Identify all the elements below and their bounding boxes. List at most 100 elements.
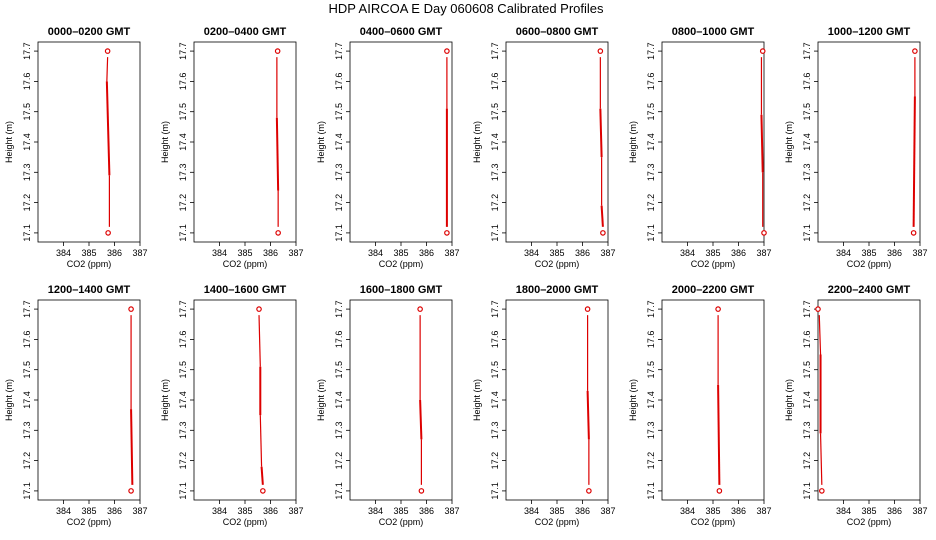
x-tick-label: 386 [575, 506, 590, 516]
profile-point [910, 230, 917, 236]
y-tick-label: 17.5 [490, 103, 500, 121]
profile-segment [258, 315, 261, 367]
y-tick-label: 17.5 [178, 361, 188, 379]
y-tick-label: 17.6 [802, 331, 812, 349]
y-tick-label: 17.5 [646, 361, 656, 379]
y-tick-label: 17.1 [802, 224, 812, 242]
y-tick-label: 17.7 [22, 300, 32, 318]
y-tick-label: 17.7 [490, 42, 500, 60]
x-axis-label: CO2 (ppm) [691, 259, 736, 269]
y-axis-label: Height (m) [160, 121, 170, 163]
x-tick-label: 387 [756, 248, 771, 258]
y-tick-label: 17.4 [490, 391, 500, 409]
y-tick-label: 17.5 [646, 103, 656, 121]
panel-title: 1000–1200 GMT [828, 26, 911, 38]
y-tick-label: 17.1 [334, 224, 344, 242]
x-tick-label: 387 [444, 248, 459, 258]
x-tick-label: 385 [81, 248, 96, 258]
profile-point [275, 230, 281, 236]
profile-segment [819, 433, 823, 485]
y-tick-label: 17.3 [22, 164, 32, 182]
profile-segment [259, 415, 263, 467]
y-tick-label: 17.7 [490, 300, 500, 318]
panel-7: 1200–1400 GMT 384 385 386 387 17.1 17.2 17.3 17.… [4, 284, 148, 527]
plot-frame [193, 41, 297, 243]
plot-frame [37, 299, 141, 501]
profile-point [444, 48, 450, 54]
x-tick-label: 387 [288, 506, 303, 516]
x-tick-label: 387 [600, 506, 615, 516]
profile-point [128, 488, 134, 494]
y-tick-label: 17.4 [802, 133, 812, 151]
profile-point [418, 488, 425, 494]
y-tick-label: 17.3 [802, 422, 812, 440]
panel-title: 0200–0400 GMT [204, 26, 287, 38]
profile-point [104, 48, 111, 54]
panel-4: 0600–0800 GMT 384 385 386 387 17.1 17.2 17.3 17.… [472, 26, 616, 269]
panel-11: 2000–2200 GMT 384 385 386 387 17.1 17.2 17.3 17.… [628, 284, 772, 527]
x-tick-label: 387 [912, 506, 927, 516]
x-tick-label: 384 [680, 506, 695, 516]
x-tick-label: 387 [756, 506, 771, 516]
y-axis-label: Height (m) [160, 379, 170, 421]
y-tick-label: 17.4 [22, 133, 32, 151]
panel-9: 1600–1800 GMT 384 385 386 387 17.1 17.2 17.3 17.… [316, 284, 460, 527]
y-tick-label: 17.7 [178, 42, 188, 60]
y-tick-label: 17.6 [178, 331, 188, 349]
plot-frame [817, 41, 921, 243]
y-tick-label: 17.1 [22, 482, 32, 500]
x-tick-label: 386 [107, 506, 122, 516]
y-tick-label: 17.7 [802, 42, 812, 60]
profile-segment [717, 384, 721, 485]
panel-title: 1400–1600 GMT [204, 284, 287, 296]
y-axis-label: Height (m) [316, 379, 326, 421]
y-tick-label: 17.5 [802, 103, 812, 121]
y-tick-label: 17.3 [646, 164, 656, 182]
y-tick-label: 17.3 [490, 422, 500, 440]
x-tick-label: 385 [81, 506, 96, 516]
y-tick-label: 17.6 [334, 73, 344, 91]
y-tick-label: 17.4 [646, 391, 656, 409]
x-tick-label: 384 [212, 506, 227, 516]
panel-title: 2000–2200 GMT [672, 284, 755, 296]
x-axis-label: CO2 (ppm) [847, 517, 892, 527]
y-tick-label: 17.3 [334, 164, 344, 182]
y-tick-label: 17.7 [802, 300, 812, 318]
x-tick-label: 384 [212, 248, 227, 258]
y-tick-label: 17.1 [334, 482, 344, 500]
y-axis-label: Height (m) [316, 121, 326, 163]
profile-segment [275, 117, 280, 191]
y-tick-label: 17.4 [178, 133, 188, 151]
panel-3: 0400–0600 GMT 384 385 386 387 17.1 17.2 17.3 17.… [316, 26, 460, 269]
y-tick-label: 17.4 [334, 391, 344, 409]
x-tick-label: 386 [887, 248, 902, 258]
profile-point [586, 488, 592, 494]
y-tick-label: 17.4 [178, 391, 188, 409]
y-tick-label: 17.1 [490, 482, 500, 500]
panel-title: 0800–1000 GMT [672, 26, 755, 38]
profile-point [256, 306, 262, 312]
y-tick-label: 17.6 [802, 73, 812, 91]
x-tick-label: 386 [419, 506, 434, 516]
x-tick-label: 385 [705, 506, 720, 516]
profile-point [597, 48, 604, 54]
x-axis-label: CO2 (ppm) [67, 259, 112, 269]
profile-segment [130, 409, 134, 485]
y-tick-label: 17.2 [334, 194, 344, 212]
x-tick-label: 384 [680, 248, 695, 258]
x-tick-label: 384 [524, 248, 539, 258]
profile-point [260, 488, 266, 494]
profile-point [815, 306, 821, 312]
panel-6: 1000–1200 GMT 384 385 386 387 17.1 17.2 17.3 17.… [784, 26, 928, 269]
x-tick-label: 385 [549, 248, 564, 258]
y-axis-label: Height (m) [472, 379, 482, 421]
plot-frame [505, 299, 609, 501]
profile-segment [912, 96, 916, 227]
x-axis-label: CO2 (ppm) [535, 517, 580, 527]
profile-point [912, 48, 918, 54]
x-axis-label: CO2 (ppm) [535, 259, 580, 269]
x-tick-label: 386 [419, 248, 434, 258]
profile-segment [260, 466, 264, 485]
x-tick-label: 384 [56, 506, 71, 516]
x-tick-label: 384 [368, 248, 383, 258]
